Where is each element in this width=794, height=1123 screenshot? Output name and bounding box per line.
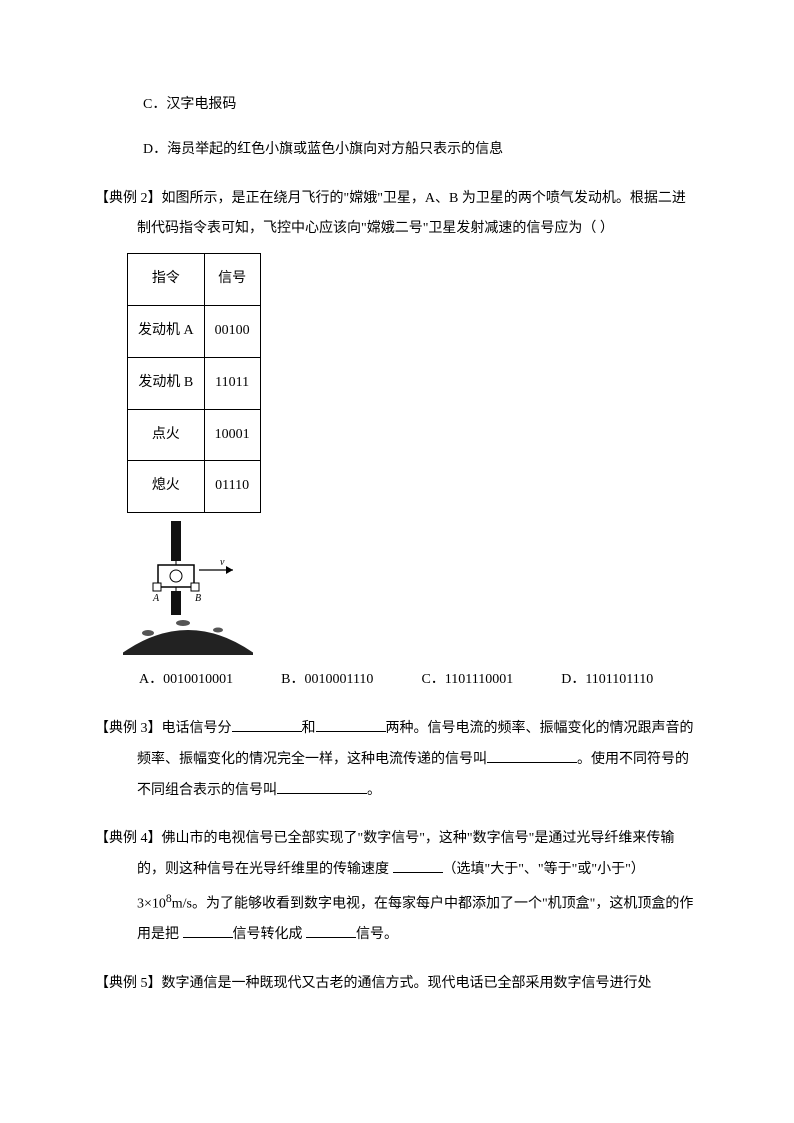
option-c: C．汉字电报码 xyxy=(95,90,699,121)
table-row: 点火 10001 xyxy=(128,409,261,461)
ex3-t2: 和 xyxy=(302,721,316,736)
velocity-arrowhead xyxy=(226,566,233,574)
ex3-t1: 电话信号分 xyxy=(162,721,232,736)
example-2-para: 【典例 2】如图所示，是正在绕月飞行的"嫦娥"卫星，A、B 为卫星的两个喷气发动… xyxy=(95,184,699,246)
example-5-para: 【典例 5】数字通信是一种既现代又古老的通信方式。现代电话已全部采用数字信号进行… xyxy=(95,969,699,1000)
table-cell: 01110 xyxy=(204,461,260,513)
option-d-text: D．海员举起的红色小旗或蓝色小旗向对方船只表示的信息 xyxy=(143,142,503,157)
example-5: 【典例 5】数字通信是一种既现代又古老的通信方式。现代电话已全部采用数字信号进行… xyxy=(95,969,699,1000)
crater xyxy=(142,630,154,636)
table-header-command: 指令 xyxy=(128,254,205,306)
example-2-options: A．0010010001 B．0010001110 C．1101110001 D… xyxy=(95,665,699,696)
example-4-para: 【典例 4】佛山市的电视信号已全部实现了"数字信号"，这种"数字信号"是通过光导… xyxy=(95,824,699,951)
option-b: B．0010001110 xyxy=(281,665,373,696)
blank-fill xyxy=(306,924,356,938)
example-2-text: 如图所示，是正在绕月飞行的"嫦娥"卫星，A、B 为卫星的两个喷气发动机。根据二进… xyxy=(137,191,686,237)
crater xyxy=(213,628,223,633)
table-row: 熄火 01110 xyxy=(128,461,261,513)
option-d: D．海员举起的红色小旗或蓝色小旗向对方船只表示的信息 xyxy=(95,135,699,166)
label-a: A xyxy=(152,593,160,604)
table-cell: 10001 xyxy=(204,409,260,461)
table-cell: 00100 xyxy=(204,305,260,357)
command-table: 指令 信号 发动机 A 00100 发动机 B 11011 点火 10001 熄… xyxy=(127,253,261,513)
example-4: 【典例 4】佛山市的电视信号已全部实现了"数字信号"，这种"数字信号"是通过光导… xyxy=(95,824,699,951)
table-row: 发动机 A 00100 xyxy=(128,305,261,357)
example-3: 【典例 3】电话信号分和两种。信号电流的频率、振幅变化的情况跟声音的频率、振幅变… xyxy=(95,714,699,806)
solar-panel-bottom xyxy=(171,591,181,615)
satellite-svg: A B v xyxy=(123,515,253,655)
blank-fill xyxy=(316,718,386,732)
satellite-body xyxy=(158,565,194,587)
table-cell: 发动机 B xyxy=(128,357,205,409)
ex4-t4: 信号转化成 xyxy=(233,927,307,942)
blank-fill xyxy=(487,749,577,763)
table-cell: 熄火 xyxy=(128,461,205,513)
option-a: A．0010010001 xyxy=(139,665,233,696)
blank-fill xyxy=(393,859,443,873)
table-header-signal: 信号 xyxy=(204,254,260,306)
option-d: D．1101101110 xyxy=(561,665,653,696)
option-c: C．1101110001 xyxy=(421,665,513,696)
ex4-t5: 信号。 xyxy=(356,927,398,942)
crater xyxy=(176,620,190,626)
example-2-label: 【典例 2】 xyxy=(95,191,162,206)
label-b: B xyxy=(195,593,201,604)
table-cell: 发动机 A xyxy=(128,305,205,357)
table-row: 发动机 B 11011 xyxy=(128,357,261,409)
example-5-label: 【典例 5】 xyxy=(95,976,162,991)
table-cell: 点火 xyxy=(128,409,205,461)
engine-a xyxy=(153,583,161,591)
solar-panel-top xyxy=(171,521,181,561)
table-row: 指令 信号 xyxy=(128,254,261,306)
table-cell: 11011 xyxy=(204,357,260,409)
example-2: 【典例 2】如图所示，是正在绕月飞行的"嫦娥"卫星，A、B 为卫星的两个喷气发动… xyxy=(95,184,699,696)
ex3-t5: 。 xyxy=(367,783,381,798)
engine-b xyxy=(191,583,199,591)
blank-fill xyxy=(277,780,367,794)
satellite-figure: A B v xyxy=(123,515,253,655)
label-v: v xyxy=(220,557,225,568)
example-4-label: 【典例 4】 xyxy=(95,831,162,846)
example-3-para: 【典例 3】电话信号分和两种。信号电流的频率、振幅变化的情况跟声音的频率、振幅变… xyxy=(95,714,699,806)
ex5-text: 数字通信是一种既现代又古老的通信方式。现代电话已全部采用数字信号进行处 xyxy=(162,976,652,991)
blank-fill xyxy=(183,924,233,938)
option-c-text: C．汉字电报码 xyxy=(143,97,236,112)
example-3-label: 【典例 3】 xyxy=(95,721,162,736)
blank-fill xyxy=(232,718,302,732)
